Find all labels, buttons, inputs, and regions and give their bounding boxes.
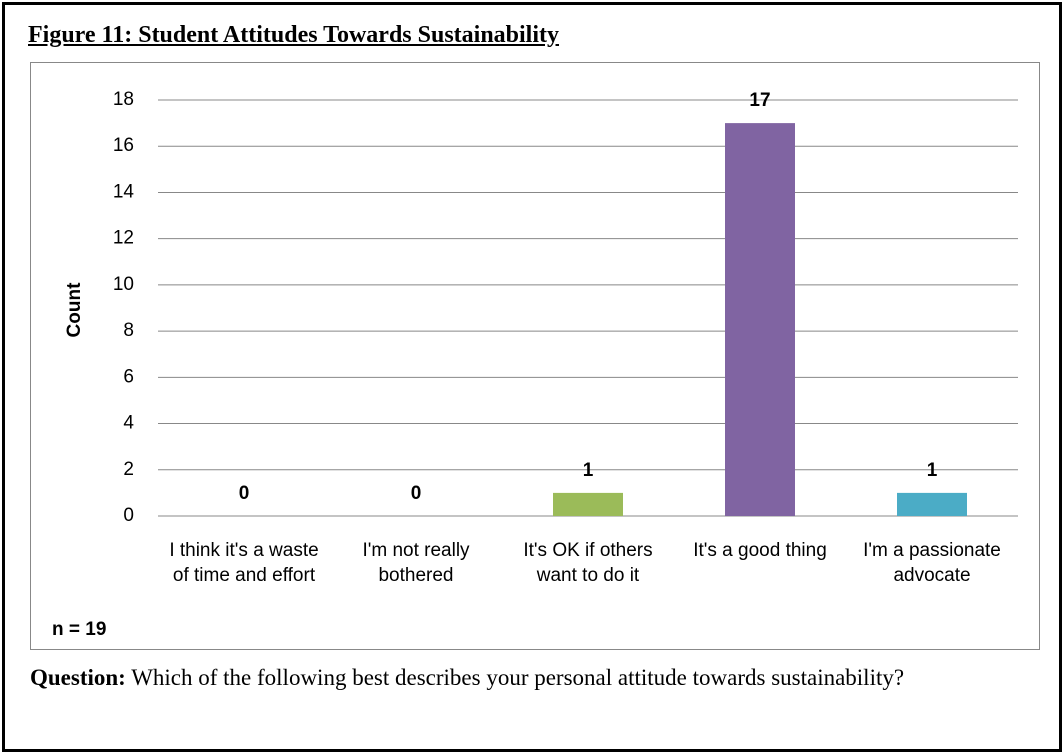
y-tick-label: 4 (123, 413, 134, 434)
y-tick-label: 12 (113, 228, 134, 249)
x-tick-label: It's a good thing (693, 540, 827, 561)
chart-box (30, 62, 1040, 650)
data-label: 1 (583, 460, 594, 481)
data-label: 17 (749, 90, 770, 111)
x-tick-label: I think it's a waste of time and effort (169, 540, 319, 586)
chart-title: Figure 11: Student Attitudes Towards Sus… (28, 22, 560, 48)
y-tick-label: 0 (123, 505, 134, 526)
y-tick-label: 10 (113, 274, 134, 295)
data-label: 0 (411, 483, 422, 504)
data-label: 1 (927, 460, 938, 481)
x-tick-label: It's OK if others want to do it (523, 540, 653, 586)
y-tick-label: 16 (113, 135, 134, 156)
data-label: 0 (239, 483, 250, 504)
x-tick-label: I'm a passionate advocate (863, 540, 1001, 586)
y-tick-label: 6 (123, 366, 134, 387)
y-tick-label: 18 (113, 89, 134, 110)
y-axis-label: Count (64, 282, 85, 338)
y-tick-label: 2 (123, 459, 134, 480)
bar (725, 123, 795, 516)
x-tick-label: I'm not really bothered (362, 540, 470, 586)
y-tick-label: 8 (123, 320, 134, 341)
bar (897, 492, 967, 516)
annotation: n = 19 (52, 619, 106, 640)
question-text: Which of the following best describes yo… (131, 665, 905, 690)
y-tick-label: 14 (113, 181, 135, 202)
bar (553, 492, 623, 516)
question-label: Question: (30, 665, 126, 690)
question: Question: Which of the following best de… (30, 660, 1030, 695)
